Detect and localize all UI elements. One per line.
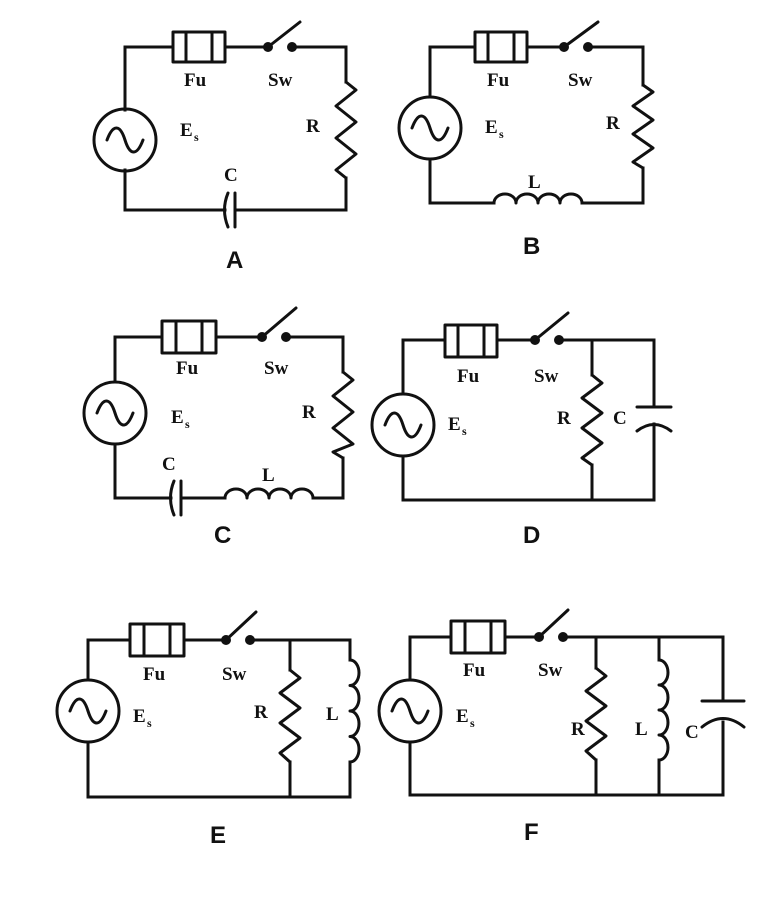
- capacitor-label: C: [613, 408, 627, 429]
- resistor-symbol: [278, 668, 302, 764]
- resistor-label: R: [571, 719, 585, 740]
- fuse-label: Fu: [176, 358, 199, 379]
- fuse-symbol: [171, 30, 227, 64]
- capacitor-label: C: [685, 722, 699, 743]
- fuse-symbol: [473, 30, 529, 64]
- source-label: E: [180, 120, 193, 141]
- caption-b: B: [523, 233, 540, 260]
- source-label: E: [485, 117, 498, 138]
- resistor-symbol: [584, 666, 608, 762]
- source-label: E: [171, 407, 184, 428]
- caption-d: D: [523, 522, 540, 549]
- circuit-f: Fu Sw R L C E s F: [377, 608, 746, 846]
- fuse-label: Fu: [143, 664, 166, 685]
- caption-f: F: [524, 819, 539, 846]
- switch-symbol: [263, 20, 302, 52]
- switch-label: Sw: [538, 660, 563, 681]
- switch-symbol: [530, 311, 570, 345]
- fuse-label: Fu: [184, 70, 207, 91]
- fuse-symbol: [449, 619, 507, 655]
- switch-label: Sw: [568, 70, 593, 91]
- switch-symbol: [221, 610, 258, 645]
- inductor-label: L: [262, 465, 275, 486]
- caption-e: E: [210, 822, 226, 849]
- source-label: E: [456, 706, 469, 727]
- fuse-symbol: [443, 323, 499, 359]
- resistor-label: R: [302, 402, 316, 423]
- switch-label: Sw: [534, 366, 559, 387]
- circuit-c: Fu Sw R C L E s C: [82, 306, 355, 549]
- resistor-label: R: [606, 113, 620, 134]
- resistor-symbol: [580, 373, 604, 467]
- source-label-subscript: s: [462, 424, 467, 438]
- circuit-b: Fu Sw R L E s B: [397, 20, 655, 260]
- ac-source-symbol: [370, 392, 436, 458]
- inductor-label: L: [326, 704, 339, 725]
- source-label-subscript: s: [147, 716, 152, 730]
- source-label: E: [133, 706, 146, 727]
- fuse-symbol: [160, 319, 218, 355]
- fuse-label: Fu: [463, 660, 486, 681]
- ac-source-symbol: [377, 678, 443, 744]
- source-label-subscript: s: [194, 130, 199, 144]
- capacitor-symbol: [169, 479, 183, 517]
- source-label: E: [448, 414, 461, 435]
- caption-a: A: [226, 247, 243, 274]
- capacitor-symbol: [223, 191, 237, 229]
- inductor-symbol: [223, 487, 315, 500]
- capacitor-label: C: [162, 454, 176, 475]
- resistor-symbol: [631, 83, 655, 170]
- inductor-symbol: [348, 658, 361, 764]
- resistor-symbol: [334, 80, 358, 180]
- capacitor-label: C: [224, 165, 238, 186]
- inductor-label: L: [528, 172, 541, 193]
- resistor-label: R: [306, 116, 320, 137]
- circuit-d: Fu Sw R C E s D: [370, 311, 673, 549]
- source-label-subscript: s: [185, 417, 190, 431]
- circuit-a: Fu Sw R C E s A: [92, 20, 358, 274]
- resistor-symbol: [331, 370, 355, 460]
- source-label-subscript: s: [499, 127, 504, 141]
- capacitor-symbol: [700, 699, 746, 729]
- ac-source-symbol: [82, 380, 148, 446]
- circuit-e: Fu Sw R L E s E: [55, 610, 361, 849]
- ac-source-symbol: [92, 107, 158, 173]
- switch-symbol: [257, 306, 298, 342]
- inductor-symbol: [492, 192, 584, 205]
- switch-symbol: [534, 608, 570, 642]
- capacitor-symbol: [635, 405, 673, 433]
- fuse-label: Fu: [487, 70, 510, 91]
- switch-symbol: [559, 20, 600, 52]
- source-label-subscript: s: [470, 716, 475, 730]
- resistor-label: R: [557, 408, 571, 429]
- fuse-label: Fu: [457, 366, 480, 387]
- switch-label: Sw: [268, 70, 293, 91]
- ac-source-symbol: [55, 678, 121, 744]
- fuse-symbol: [128, 622, 186, 658]
- switch-label: Sw: [264, 358, 289, 379]
- switch-label: Sw: [222, 664, 247, 685]
- resistor-label: R: [254, 702, 268, 723]
- inductor-symbol: [657, 658, 670, 762]
- caption-c: C: [214, 522, 231, 549]
- inductor-label: L: [635, 719, 648, 740]
- ac-source-symbol: [397, 95, 463, 161]
